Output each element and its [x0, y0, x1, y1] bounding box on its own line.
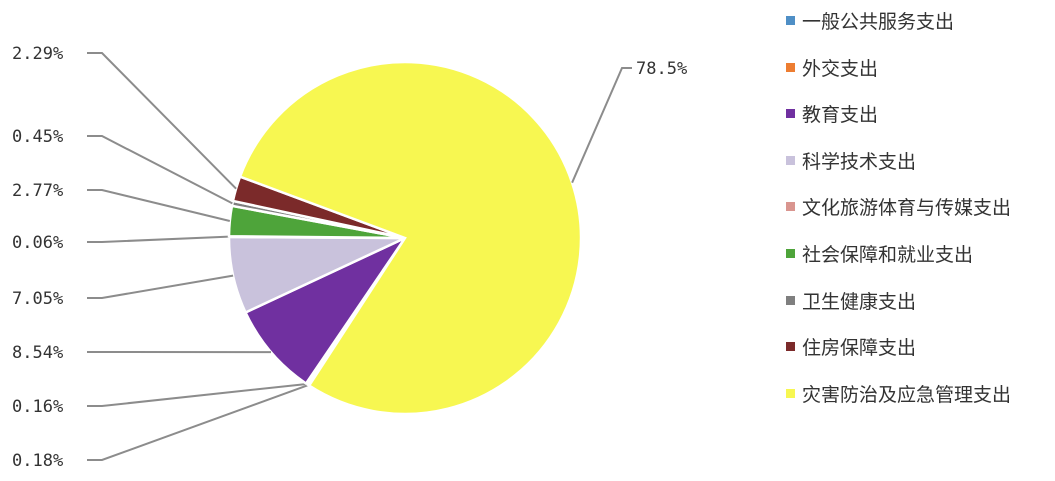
slice-percent-label: 0.16% [12, 397, 63, 417]
leader-line [571, 67, 632, 184]
legend-item: 社会保障和就业支出 [786, 237, 1055, 284]
legend-swatch [786, 16, 795, 25]
legend-label: 科学技术支出 [802, 150, 917, 173]
legend-item: 教育支出 [786, 97, 1055, 144]
legend: 一般公共服务支出 外交支出教育支出科学技术支出文化旅游体育与传媒支出 社会保障和就业… [786, 4, 1055, 423]
legend-swatch [786, 109, 795, 119]
legend-label: 卫生健康支出 [802, 290, 917, 313]
leader-line [87, 52, 237, 190]
legend-label: 文化旅游体育与传媒支出 [802, 197, 1012, 220]
slice-percent-label: 78.5% [636, 59, 687, 79]
slice-percent-label: 0.45% [12, 127, 63, 147]
slice-percent-label: 8.54% [12, 343, 63, 363]
legend-label: 灾害防治及应急管理支出 [802, 383, 1012, 406]
pie-slice [238, 60, 583, 416]
legend-label: 教育支出 [802, 104, 879, 127]
legend-swatch [786, 155, 795, 165]
legend-item: 文化旅游体育与传媒支出 [786, 190, 1055, 237]
legend-swatch [786, 342, 795, 352]
slice-percent-label: 2.29% [12, 44, 63, 64]
legend-item: 一般公共服务支出 [786, 4, 1055, 51]
legend-item: 住房保障支出 [786, 330, 1055, 377]
leader-line [87, 274, 234, 299]
legend-label: 住房保障支出 [802, 337, 917, 360]
legend-swatch [786, 202, 795, 212]
legend-label: 社会保障和就业支出 [802, 243, 974, 266]
slice-percent-label: 2.77% [12, 181, 63, 201]
legend-item: 外交支出 [786, 51, 1055, 98]
legend-swatch [786, 388, 795, 398]
legend-label: 一般公共服务支出 [802, 11, 955, 33]
slice-percent-label: 0.06% [12, 233, 63, 253]
legend-item: 卫生健康支出 [786, 284, 1055, 331]
pie-slice [243, 234, 409, 386]
leader-line [87, 135, 233, 205]
legend-label: 外交支出 [802, 57, 879, 80]
legend-item: 灾害防治及应急管理支出 [786, 377, 1055, 424]
legend-swatch [786, 248, 795, 258]
legend-swatch [786, 62, 795, 72]
legend-item: 科学技术支出 [786, 144, 1055, 191]
slice-percent-label: 0.18% [12, 451, 63, 471]
leader-line [87, 383, 307, 407]
legend-swatch [786, 295, 795, 305]
leader-line [87, 235, 230, 243]
leader-line [87, 189, 231, 222]
leader-line [87, 384, 309, 461]
slice-percent-label: 7.05% [12, 289, 63, 309]
